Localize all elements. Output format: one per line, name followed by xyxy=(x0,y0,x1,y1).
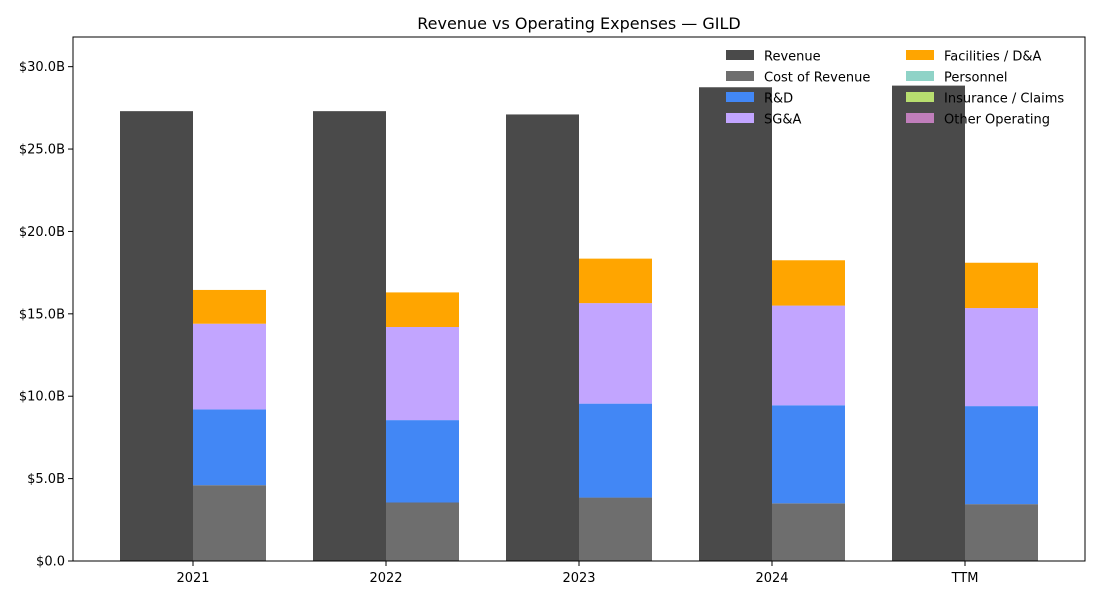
x-tick-label: 2022 xyxy=(369,571,402,586)
y-tick-label: $10.0B xyxy=(19,390,65,405)
y-tick-label: $20.0B xyxy=(19,225,65,240)
expense-bar-sg-a-2023 xyxy=(579,303,652,404)
expense-bar-sg-a-2024 xyxy=(772,305,845,406)
legend-label: Insurance / Claims xyxy=(944,92,1064,107)
expense-bar-r-d-2022 xyxy=(386,420,459,503)
expense-bar-cost-of-revenue-2023 xyxy=(579,497,652,561)
expense-bar-r-d-ttm xyxy=(965,406,1038,505)
expense-bar-r-d-2021 xyxy=(193,409,266,486)
expense-bar-sg-a-2022 xyxy=(386,327,459,421)
x-tick-label: 2021 xyxy=(176,571,209,586)
legend-swatch xyxy=(906,113,934,123)
legend-swatch xyxy=(726,92,754,102)
expense-bar-facilities-d-a-2022 xyxy=(386,292,459,328)
expense-bar-cost-of-revenue-ttm xyxy=(965,504,1038,561)
expense-bar-cost-of-revenue-2024 xyxy=(772,503,845,561)
expense-bar-r-d-2024 xyxy=(772,405,845,504)
expense-bar-sg-a-2021 xyxy=(193,323,266,410)
expense-bar-facilities-d-a-ttm xyxy=(965,262,1038,309)
legend-label: Other Operating xyxy=(944,113,1050,128)
legend-label: R&D xyxy=(764,92,793,107)
revenue-bar-2023 xyxy=(506,114,579,562)
expense-bar-facilities-d-a-2023 xyxy=(579,258,652,304)
expense-bar-r-d-2023 xyxy=(579,403,652,498)
legend: Revenue Cost of Revenue R&D SG&A Facilities … xyxy=(726,50,1064,128)
legend-swatch xyxy=(726,113,754,123)
chart-title: Revenue vs Operating Expenses — GILD xyxy=(417,14,741,33)
legend-label: Personnel xyxy=(944,71,1008,86)
expense-bar-cost-of-revenue-2022 xyxy=(386,502,459,561)
x-tick-label: 2024 xyxy=(755,571,788,586)
x-axis: 2021 2022 2023 2024 TTM xyxy=(176,561,978,586)
y-tick-label: $30.0B xyxy=(19,60,65,75)
legend-label: SG&A xyxy=(764,113,801,128)
revenue-bar-2022 xyxy=(313,111,386,561)
expense-bar-facilities-d-a-2021 xyxy=(193,289,266,324)
expense-bar-cost-of-revenue-2021 xyxy=(193,485,266,561)
revenue-bar-2024 xyxy=(699,87,772,561)
y-tick-label: $5.0B xyxy=(27,472,65,487)
revenue-bar-2021 xyxy=(120,111,193,561)
revenue-bar-ttm xyxy=(892,85,965,562)
legend-swatch xyxy=(726,71,754,81)
y-tick-label: $0.0 xyxy=(36,555,65,570)
legend-label: Cost of Revenue xyxy=(764,71,870,86)
legend-swatch xyxy=(726,50,754,60)
bars-group xyxy=(120,85,1038,562)
legend-swatch xyxy=(906,50,934,60)
expense-bar-facilities-d-a-2024 xyxy=(772,260,845,306)
x-tick-label: TTM xyxy=(951,571,979,586)
legend-label: Facilities / D&A xyxy=(944,50,1042,65)
x-tick-label: 2023 xyxy=(562,571,595,586)
legend-swatch xyxy=(906,92,934,102)
expense-bar-sg-a-ttm xyxy=(965,308,1038,407)
legend-label: Revenue xyxy=(764,50,821,65)
y-tick-label: $25.0B xyxy=(19,143,65,158)
plot-frame xyxy=(72,36,1086,562)
legend-swatch xyxy=(906,71,934,81)
y-tick-label: $15.0B xyxy=(19,307,65,322)
y-axis: $0.0 $5.0B $10.0B $15.0B $20.0B $25.0B $30.0B xyxy=(19,60,73,570)
